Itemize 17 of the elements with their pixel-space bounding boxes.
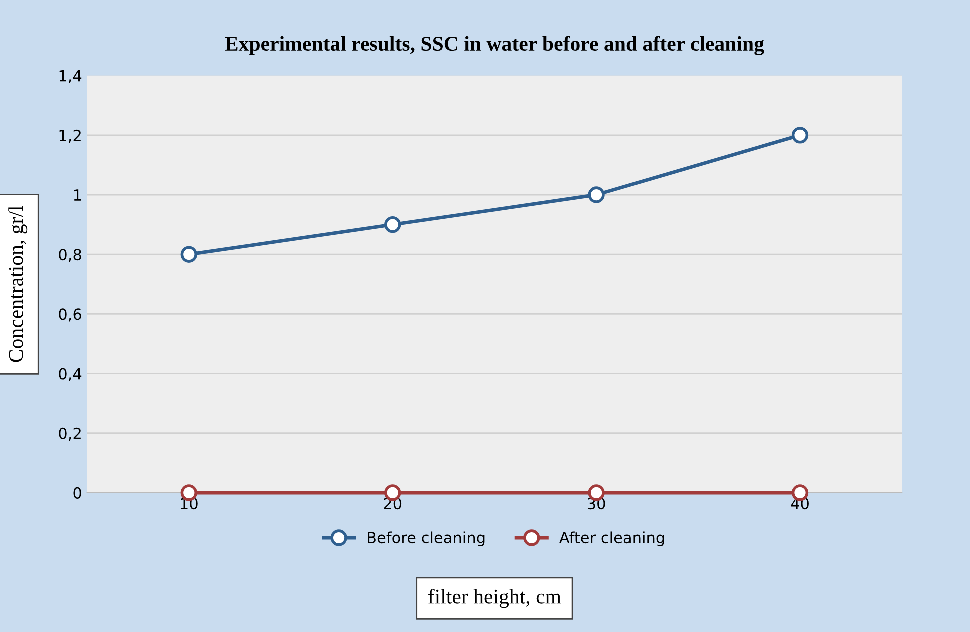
y-tick-label: 1: [74, 190, 82, 201]
point: [384, 216, 402, 234]
y-tick-label: 0,6: [59, 308, 82, 322]
chart-title: Experimental results, SSC in water before and after cleaning: [225, 36, 764, 56]
y-tick-label: 1,4: [60, 70, 82, 84]
y-tick-label: 0,8: [59, 249, 82, 262]
legend-label: After cleaning: [560, 532, 664, 547]
y-tick-label: 0,4: [59, 368, 82, 382]
y-tick-label: 0,2: [59, 428, 81, 441]
y-tick-label: 0: [74, 487, 82, 499]
legend-label: Before cleaning: [368, 532, 485, 547]
point: [792, 127, 809, 144]
point: [180, 246, 198, 263]
y-axis-title: Concentration, gr/l: [8, 206, 28, 362]
x-axis-title: filter height, cm: [428, 588, 562, 608]
point: [588, 186, 605, 204]
y-tick-label: 1,2: [60, 130, 81, 144]
